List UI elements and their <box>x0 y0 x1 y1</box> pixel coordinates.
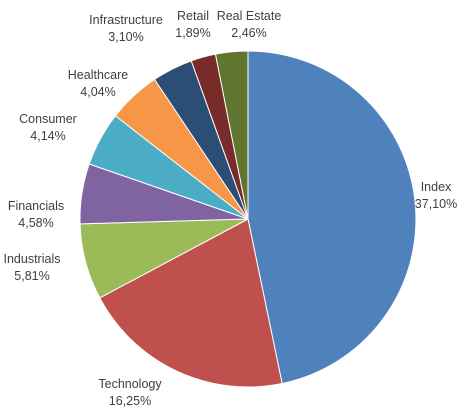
pie-slices <box>79 50 417 388</box>
slice-name: Industrials <box>4 252 61 266</box>
slice-name: Infrastructure <box>89 13 163 27</box>
pie-slice-technology <box>99 218 283 388</box>
slice-name: Index <box>421 180 452 194</box>
slice-value-label: 3,10% <box>108 30 143 44</box>
slice-label-financials: Financials 4,58% <box>8 199 64 230</box>
slice-value-label: 4,14% <box>30 129 65 143</box>
slice-value-label: 37,10% <box>415 197 457 211</box>
slice-value-label: 5,81% <box>14 269 49 283</box>
pie-labels: Index 37,10% Technology 16,25% Industrials 5,… <box>4 9 458 408</box>
slice-label-industrials: Industrials 5,81% <box>4 252 61 283</box>
slice-value-label: 2,46% <box>231 26 266 40</box>
slice-name: Technology <box>98 377 162 391</box>
slice-value-label: 4,04% <box>80 85 115 99</box>
slice-label-retail: Retail 1,89% <box>175 9 210 40</box>
slice-name: Real Estate <box>217 9 282 23</box>
slice-name: Healthcare <box>68 68 128 82</box>
slice-label-index: Index 37,10% <box>415 180 457 211</box>
slice-label-infrastructure: Infrastructure 3,10% <box>89 13 163 44</box>
slice-label-consumer: Consumer 4,14% <box>19 112 77 143</box>
slice-name: Financials <box>8 199 64 213</box>
pie-slice-index <box>247 50 417 385</box>
slice-value-label: 1,89% <box>175 26 210 40</box>
slice-value-label: 4,58% <box>18 216 53 230</box>
slice-label-healthcare: Healthcare 4,04% <box>68 68 128 99</box>
slice-name: Retail <box>177 9 209 23</box>
pie-slice-real-estate <box>214 50 249 220</box>
slice-value-label: 16,25% <box>109 394 151 408</box>
slice-label-technology: Technology 16,25% <box>98 377 162 408</box>
slice-name: Consumer <box>19 112 77 126</box>
slice-label-real-estate: Real Estate 2,46% <box>217 9 282 40</box>
